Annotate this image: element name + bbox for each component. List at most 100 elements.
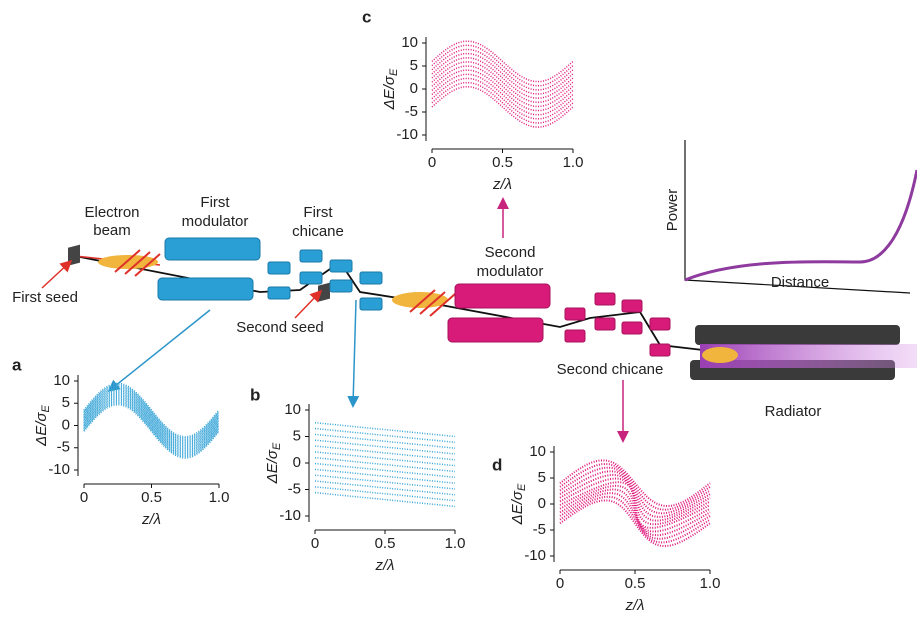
cloud-stripe [315, 429, 455, 443]
first-chicane [268, 250, 382, 310]
y-tick-label: 0 [410, 80, 418, 97]
y-tick-label: 5 [410, 57, 418, 74]
cloud-stripe [315, 434, 455, 448]
y-axis-label: ΔE/σE [381, 68, 400, 110]
panel-letter: d [492, 455, 502, 474]
cloud-stripe [315, 446, 455, 460]
x-tick-label: 0.5 [492, 154, 513, 171]
y-tick-label: -10 [396, 126, 418, 143]
y-axis-label-main: ΔE/σ [264, 449, 281, 484]
y-tick-label: 10 [53, 372, 70, 389]
x-axis-label: z/λ [492, 176, 512, 193]
y-tick-label: 10 [284, 401, 301, 418]
cloud-stripe [432, 87, 573, 127]
cloud-stripe [432, 41, 573, 81]
x-tick-label: 0.5 [375, 535, 396, 552]
cloud-stripe [432, 45, 573, 85]
cloud-stripe [432, 78, 573, 118]
label: Second [485, 244, 536, 261]
x-axis-label: z/λ [624, 597, 644, 614]
point-cloud [432, 41, 573, 127]
x-tick-label: 0 [428, 154, 436, 171]
label: First [200, 194, 230, 211]
x-tick-label: 0 [80, 489, 88, 506]
second-modulator [448, 284, 550, 342]
label: Electron [84, 204, 139, 221]
cloud-stripe [432, 62, 573, 102]
panel-letter: a [12, 355, 22, 374]
cloud-stripe [315, 423, 455, 437]
y-axis-label-sub: E [40, 405, 52, 413]
first-modulator [158, 238, 260, 300]
x-tick-label: 0.5 [625, 575, 646, 592]
y-tick-label: -5 [57, 439, 70, 456]
cloud-stripe [432, 74, 573, 114]
cloud-stripe [315, 481, 455, 495]
x-tick-label: 0 [556, 575, 564, 592]
y-tick-label: -5 [288, 480, 301, 497]
label: chicane [292, 223, 344, 240]
cloud-stripe [315, 440, 455, 454]
y-axis-label-main: ΔE/σ [33, 412, 50, 447]
x-tick-label: 0 [311, 535, 319, 552]
y-tick-label: -10 [524, 547, 546, 564]
y-tick-label: 0 [538, 495, 546, 512]
panel-letter: b [250, 385, 260, 404]
cloud-stripe [315, 464, 455, 478]
y-tick-label: 10 [401, 34, 418, 51]
y-tick-label: 0 [62, 416, 70, 433]
y-axis-label: ΔE/σE [264, 442, 283, 484]
point-cloud [315, 423, 455, 507]
label: Second chicane [557, 361, 664, 378]
power-plot: Power Distance [664, 140, 917, 293]
radiator [690, 325, 917, 380]
x-axis-label: z/λ [374, 557, 394, 574]
y-tick-label: 5 [538, 469, 546, 486]
panel-letter: c [362, 7, 371, 26]
cloud-stripe [432, 49, 573, 89]
cloud-stripe [315, 469, 455, 483]
y-axis-label-sub: E [516, 483, 528, 491]
cloud-stripe [432, 70, 573, 110]
label: First seed [12, 289, 78, 306]
x-tick-label: 1.0 [445, 535, 466, 552]
y-axis-label: ΔE/σE [33, 405, 52, 447]
x-tick-label: 1.0 [209, 489, 230, 506]
cloud-stripe [315, 475, 455, 489]
cloud-stripe [315, 493, 455, 507]
label: beam [93, 222, 131, 239]
figure: Electron beam First modulator First chic… [0, 0, 917, 619]
y-axis-label-sub: E [271, 442, 283, 450]
y-tick-label: 10 [529, 443, 546, 460]
label: Second seed [236, 319, 324, 336]
cloud-stripe [432, 54, 573, 94]
label: modulator [182, 213, 249, 230]
cloud-stripe [315, 452, 455, 466]
label: First [303, 204, 333, 221]
y-axis-label-main: ΔE/σ [381, 75, 398, 110]
cloud-stripe [432, 83, 573, 123]
y-axis-label-main: ΔE/σ [509, 490, 526, 525]
second-chicane [565, 293, 670, 356]
y-tick-label: -5 [405, 103, 418, 120]
x-tick-label: 0.5 [141, 489, 162, 506]
label: Radiator [765, 403, 822, 420]
y-tick-label: -10 [279, 507, 301, 524]
axis-label: Power [664, 189, 681, 232]
label: modulator [477, 263, 544, 280]
axis-label: Distance [771, 274, 829, 291]
cloud-stripe [432, 58, 573, 98]
y-tick-label: 5 [293, 427, 301, 444]
point-cloud [84, 384, 219, 458]
y-tick-label: -5 [533, 521, 546, 538]
cloud-stripe [432, 66, 573, 106]
x-tick-label: 1.0 [563, 154, 584, 171]
x-tick-label: 1.0 [700, 575, 721, 592]
y-axis-label: ΔE/σE [509, 483, 528, 525]
point-cloud [560, 460, 710, 546]
y-axis-label-sub: E [388, 68, 400, 76]
y-tick-label: 0 [293, 454, 301, 471]
